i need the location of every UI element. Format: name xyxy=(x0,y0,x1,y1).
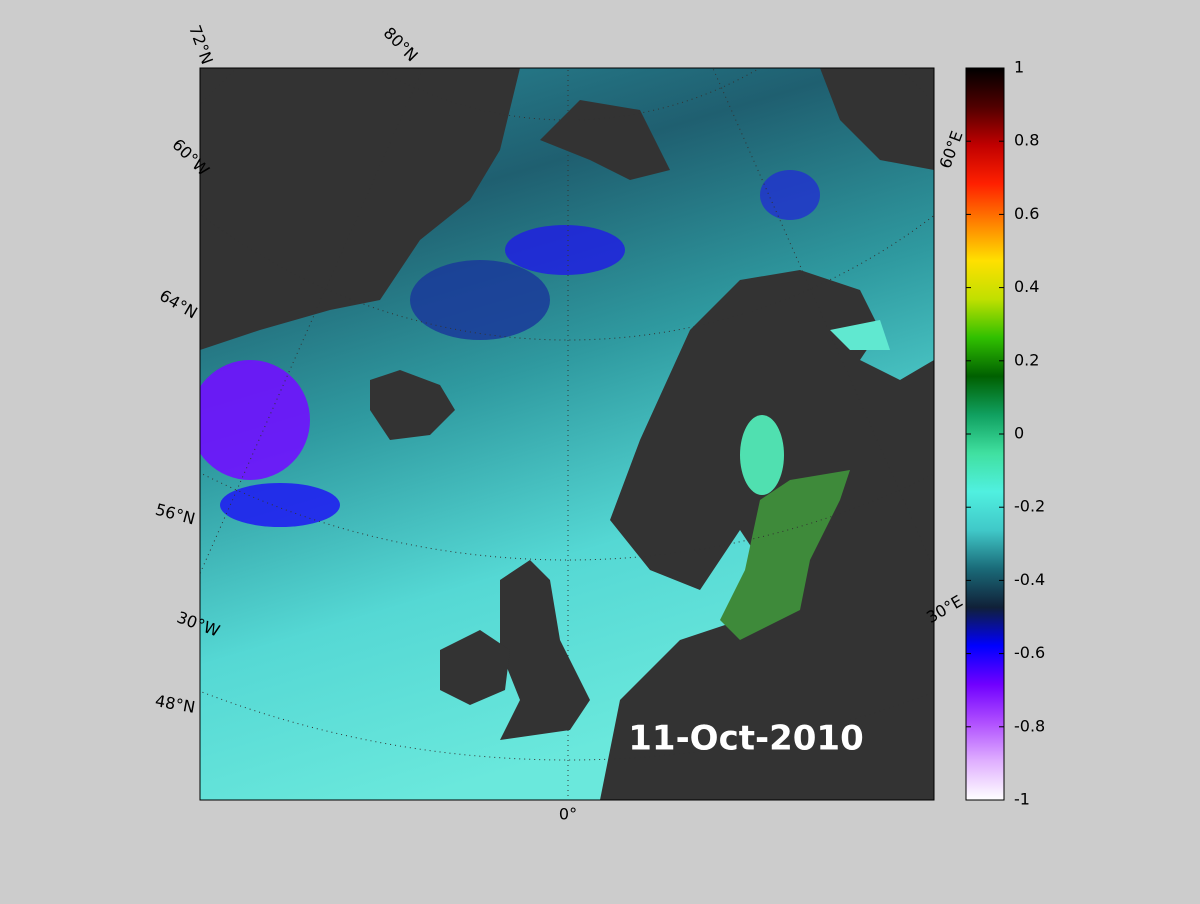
grid-label: 48°N xyxy=(154,691,197,717)
colorbar-ticks: 1 0.8 0.6 0.4 0.2 0 -0.2 -0.4 -0.6 -0.8 -1 xyxy=(966,58,1045,809)
land-novaya-zemlya xyxy=(820,68,934,170)
anomaly-patch xyxy=(760,170,820,220)
land-ireland xyxy=(440,630,510,705)
land-iceland xyxy=(370,370,455,440)
map-area: 11-Oct-2010 xyxy=(200,68,934,800)
colorbar-tick-label: 0 xyxy=(1014,424,1024,443)
anomaly-patch xyxy=(410,260,550,340)
grid-label: 0° xyxy=(559,805,577,824)
grid-label: 64°N xyxy=(156,286,200,323)
colorbar-tick-label: -1 xyxy=(1014,790,1030,809)
anomaly-patch xyxy=(200,360,310,480)
land-svalbard xyxy=(540,100,670,180)
map-frame xyxy=(199,67,935,801)
colorbar-tick-label: -0.8 xyxy=(1014,716,1045,735)
anomaly-patch xyxy=(505,225,625,275)
colorbar xyxy=(965,67,1005,801)
grid-label: 60°E xyxy=(936,128,967,171)
colorbar-tick-label: 0.6 xyxy=(1014,204,1039,223)
colorbar-tick-label: 0.2 xyxy=(1014,350,1039,369)
colorbar-tick-label: -0.6 xyxy=(1014,643,1045,662)
date-label: 11-Oct-2010 xyxy=(628,719,863,759)
land-greenland xyxy=(200,68,520,350)
graticule xyxy=(200,68,934,800)
grid-label: 72°N xyxy=(185,22,217,66)
grid-label: 80°N xyxy=(380,23,422,65)
colorbar-tick-label: 0.4 xyxy=(1014,277,1039,296)
colorbar-tick-label: -0.4 xyxy=(1014,570,1045,589)
colorbar-tick-label: 0.8 xyxy=(1014,131,1039,150)
grid-label: 56°N xyxy=(153,500,197,529)
colorbar-tick-label: -0.2 xyxy=(1014,497,1045,516)
gulf-of-bothnia xyxy=(740,415,784,495)
white-sea xyxy=(830,320,890,350)
colorbar-tick-label: 1 xyxy=(1014,58,1024,77)
anomaly-patch xyxy=(220,483,340,527)
baltic-sea xyxy=(720,470,850,640)
